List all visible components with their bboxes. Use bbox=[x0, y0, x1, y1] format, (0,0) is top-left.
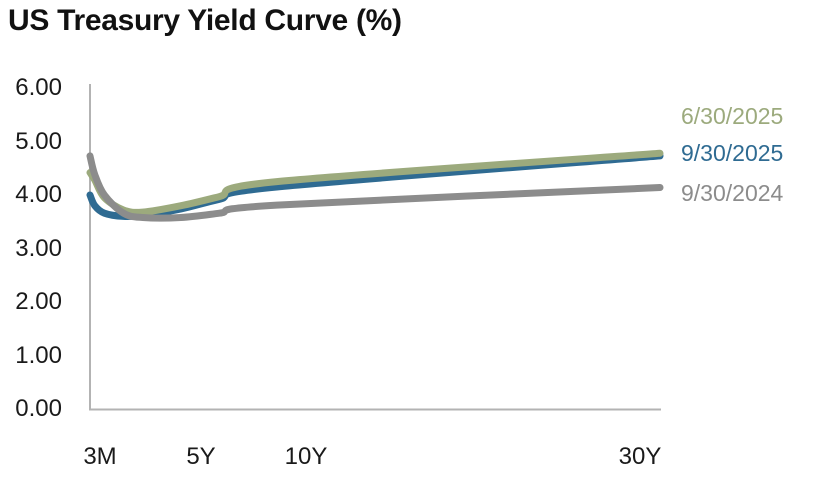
x-axis-tick-label: 30Y bbox=[618, 443, 662, 470]
legend-label-9-30-2024: 9/30/2024 bbox=[681, 180, 784, 206]
x-axis-tick-label: 10Y bbox=[284, 443, 328, 470]
chart-title: US Treasury Yield Curve (%) bbox=[8, 4, 402, 37]
y-axis-tick-label: 4.00 bbox=[15, 181, 62, 208]
y-axis-tick-label: 6.00 bbox=[15, 74, 62, 101]
series-line-9-30-2024 bbox=[86, 152, 664, 222]
y-axis-tick-label: 3.00 bbox=[15, 234, 62, 262]
y-axis-tick-label: 2.00 bbox=[15, 288, 62, 315]
legend-label-6-30-2025: 6/30/2025 bbox=[681, 103, 784, 129]
x-axis-tick-label: 3M bbox=[83, 443, 117, 470]
y-axis-tick-label: 1.00 bbox=[15, 341, 62, 369]
y-axis-tick-label: 5.00 bbox=[15, 127, 62, 155]
y-axis-tick-label: 0.00 bbox=[15, 395, 62, 422]
x-axis-tick-label: 5Y bbox=[186, 443, 216, 470]
legend-label-9-30-2025: 9/30/2025 bbox=[681, 140, 784, 166]
